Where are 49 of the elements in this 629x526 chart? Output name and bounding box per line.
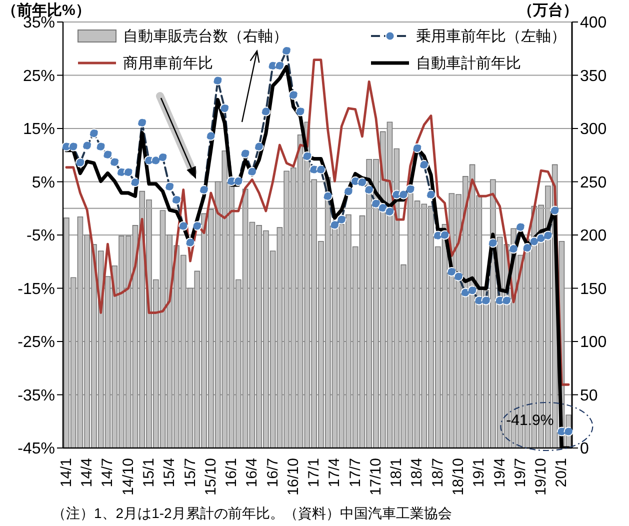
x-tick-label: 19/10	[532, 458, 550, 496]
x-tick-label: 19/1	[470, 458, 488, 488]
y2-tick-label: 250	[580, 174, 607, 192]
x-tick-label: 18/1	[388, 458, 406, 488]
x-tick-label: 16/7	[264, 458, 282, 488]
x-tick-label: 14/1	[58, 458, 75, 488]
x-tick-label: 14/10	[120, 458, 137, 496]
x-tick-label: 19/4	[491, 458, 508, 488]
legend-label: 自動車計前年比	[416, 54, 521, 72]
legend-label: 乗用車前年比（左軸）	[416, 26, 566, 46]
legend-label: 商用車前年比	[123, 54, 213, 72]
y-tick-label: 25%	[22, 68, 55, 85]
y-tick-label: 15%	[22, 121, 55, 138]
x-tick-label: 14/4	[78, 458, 96, 488]
x-tick-label: 15/1	[140, 458, 158, 488]
x-tick-label: 17/7	[346, 458, 364, 488]
y2-tick-label: 400	[580, 14, 607, 32]
x-tick-label: 20/1	[553, 458, 570, 488]
x-tick-label: 16/1	[223, 458, 240, 488]
x-tick-label: 17/1	[306, 458, 323, 488]
y-tick-label: -35%	[18, 387, 55, 404]
legend-label: 自動車販売台数（右軸）	[123, 26, 288, 46]
annotation: -41.9%	[505, 412, 554, 430]
x-tick-label: 15/4	[161, 458, 178, 488]
y-tick-label: -15%	[18, 280, 55, 298]
y2-tick-label: 100	[580, 334, 607, 352]
x-tick-label: 15/10	[202, 458, 220, 496]
x-tick-label: 18/7	[429, 458, 446, 488]
x-tick-label: 16/10	[284, 458, 302, 496]
x-tick-label: 16/4	[244, 458, 261, 488]
y2-tick-label: 150	[580, 280, 607, 298]
y-tick-label: 5%	[32, 174, 55, 192]
y2-tick-label: 350	[580, 68, 607, 85]
x-tick-label: 15/7	[182, 458, 199, 488]
y-tick-label: -45%	[18, 440, 55, 458]
y2-tick-label: 200	[580, 228, 607, 245]
x-tick-label: 17/4	[326, 458, 344, 488]
y2-tick-label: 0	[580, 440, 589, 458]
x-tick-label: 14/7	[99, 458, 116, 488]
y2-tick-label: 300	[580, 121, 607, 138]
x-tick-label: 17/10	[367, 458, 384, 496]
y2-tick-label: 50	[580, 387, 598, 404]
y-tick-label: -25%	[18, 334, 55, 352]
y2-axis-title: （万台）	[518, 1, 578, 20]
y-tick-label: -5%	[26, 228, 55, 245]
x-tick-label: 18/4	[408, 458, 426, 488]
text: （注）1、2月は1-2月累計の前年比。（資料）中国汽車工業協会	[52, 504, 452, 522]
x-tick-label: 18/10	[450, 458, 468, 496]
x-tick-label: 19/7	[512, 458, 529, 488]
